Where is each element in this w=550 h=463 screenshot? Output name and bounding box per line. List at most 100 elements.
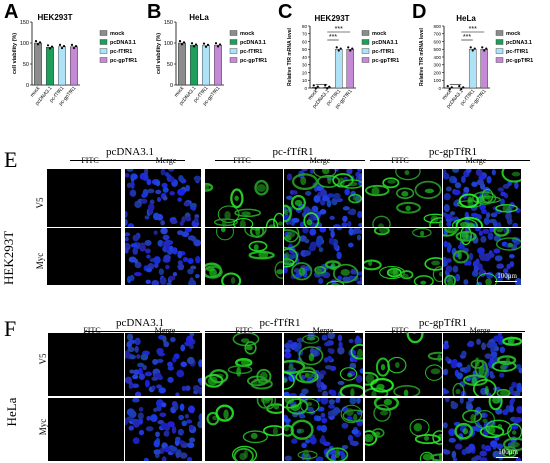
nucleus [180,361,187,368]
nucleus [495,274,504,282]
e-group-line [70,160,185,161]
micrograph [364,228,442,285]
y-tick-label: 50 [167,62,173,68]
f-sub-merge: Merge [469,326,491,335]
nucleus [315,238,323,246]
fitc-signal [357,348,363,359]
nucleus [337,275,343,281]
legend-label: pc-fTfR1 [110,49,132,55]
nucleus [198,360,202,366]
nucleus [144,215,150,220]
chart-title: HEK293T [37,13,72,22]
chart-c: HEK293T 0 10 20 30 40 50 60 70 80 Relative TfR mRN… [287,14,399,110]
fitc-signal [423,213,442,224]
nucleus [320,434,325,442]
fitc-signal [430,368,441,375]
significance-label: *** [329,34,337,41]
nucleus [296,337,304,343]
fitc-signal [234,195,239,201]
bar [346,49,355,89]
micrograph [125,398,202,461]
chart-title: HeLa [456,14,476,23]
f-sub-fitc: FITC [83,326,101,335]
nucleus [514,277,521,285]
nucleus [284,418,291,423]
nucleus [347,434,354,442]
nucleus [137,412,144,420]
nucleus [172,271,178,277]
data-point [446,84,449,88]
nucleus [127,346,135,353]
nucleus [444,213,453,220]
fitc-signal [452,218,478,227]
fitc-signal [467,196,473,203]
data-point [462,86,465,89]
fitc-signal [298,366,317,384]
fitc-signal [414,180,442,200]
nucleus [139,242,146,250]
nucleus [149,199,155,205]
nucleus [195,256,201,264]
nucleus [156,197,162,203]
fitc-signal [413,423,423,432]
nucleus [459,398,464,404]
nucleus [163,254,171,261]
fitc-signal [263,425,282,437]
nucleus [132,234,140,242]
fitc-signal [205,265,223,279]
fitc-signal [273,212,283,227]
nucleus [169,446,178,452]
nucleus [150,414,158,423]
nucleus [297,342,302,350]
fitc-signal [291,262,313,281]
significance-label: *** [335,26,343,33]
fitc-signal [387,356,407,374]
fitc-signal [348,193,362,204]
fitc-signal [340,179,362,189]
nucleus [327,193,335,198]
fitc-signal [352,196,360,201]
fitc-signal [412,333,417,335]
nucleus [514,181,519,190]
nucleus [167,169,175,172]
nucleus [161,182,168,189]
fitc-signal [284,229,301,249]
nucleus [463,279,469,285]
nucleus [153,256,161,265]
nucleus [125,243,130,249]
e-group-pcdna: pcDNA3.1 [106,146,154,158]
nucleus [477,247,485,255]
fitc-signal [424,257,442,271]
nucleus [284,348,291,353]
nucleus [465,403,474,411]
nucleus [324,342,331,347]
nucleus [189,277,194,285]
nucleus [159,277,167,285]
data-point [351,47,354,50]
fitc-signal [244,341,257,355]
data-point [62,45,66,48]
y-tick-label: 0 [438,86,441,91]
legend-swatch [495,39,504,45]
fitc-signal [302,334,320,344]
fitc-signal [339,384,363,396]
y-tick-label: 0 [26,83,29,89]
fitc-signal [284,398,302,409]
f-sub-merge: Merge [312,326,334,335]
nucleus [341,222,348,227]
fitc-signal [401,191,409,197]
nucleus [489,228,495,233]
micrograph [205,169,283,227]
bar [58,46,66,86]
nucleus [177,188,186,196]
fitc-signal [315,266,322,276]
nucleus [316,398,321,402]
nucleus [127,223,135,227]
legend-swatch [229,57,238,63]
fitc-signal [273,403,280,410]
nucleus [443,204,450,213]
nucleus [284,391,290,396]
nucleus [466,342,475,348]
nucleus [444,398,450,403]
data-point [326,87,329,90]
